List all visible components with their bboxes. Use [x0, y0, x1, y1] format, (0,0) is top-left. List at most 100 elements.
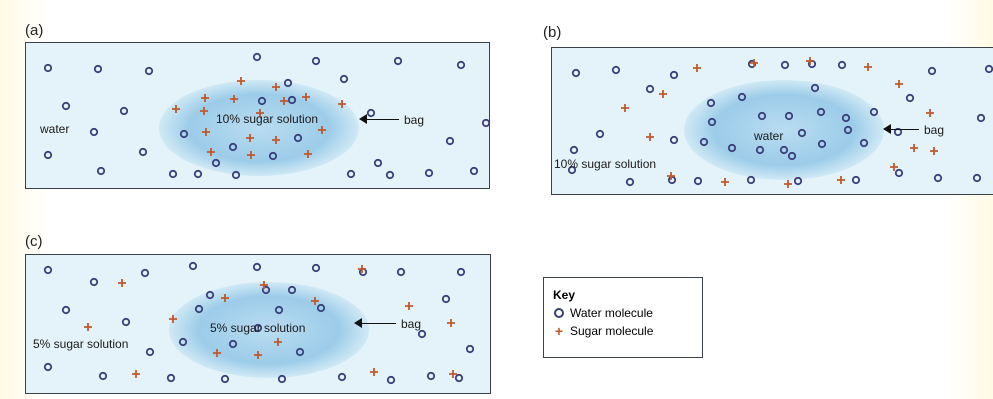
water-molecule — [816, 107, 826, 117]
sugar-molecule — [806, 57, 814, 65]
water-molecule — [277, 374, 287, 384]
water-molecule — [645, 84, 655, 94]
bag-solution-label: 10% sugar solution — [216, 112, 319, 126]
water-molecule — [316, 303, 326, 313]
sugar-molecule — [930, 147, 938, 155]
key-item-label: Sugar molecule — [570, 324, 654, 338]
water-molecule — [257, 96, 267, 106]
water-molecule — [569, 145, 579, 155]
sugar-molecule — [274, 338, 282, 346]
sugar-molecule — [449, 370, 457, 378]
water-molecule — [43, 150, 53, 160]
water-molecule — [166, 373, 176, 383]
key-title: Key — [553, 288, 576, 302]
water-molecule — [287, 285, 297, 295]
water-molecule — [386, 375, 396, 385]
key-legend: Key Water molecule + Sugar molecule — [543, 277, 703, 358]
water-molecule — [311, 263, 321, 273]
water-molecule — [755, 145, 765, 155]
sugar-molecule — [646, 133, 654, 141]
sugar-molecule — [890, 163, 898, 171]
water-molecule — [893, 127, 903, 137]
water-molecule — [205, 290, 215, 300]
sugar-molecule — [254, 351, 262, 359]
water-molecule — [456, 267, 466, 277]
water-molecule — [810, 83, 820, 93]
water-molecule — [261, 285, 271, 295]
water-molecule — [859, 138, 869, 148]
water-molecule — [426, 371, 436, 381]
water-molecule — [283, 78, 293, 88]
water-molecule — [293, 133, 303, 143]
panel-b-label: (b) — [543, 24, 562, 41]
sugar-molecule — [246, 134, 254, 142]
sugar-molecule — [667, 172, 675, 180]
sugar-molecule — [84, 323, 92, 331]
water-molecule — [274, 305, 284, 315]
water-molecule — [707, 117, 717, 127]
water-molecule — [119, 106, 129, 116]
water-molecule — [268, 151, 278, 161]
water-molecule — [393, 56, 403, 66]
water-molecule — [61, 305, 71, 315]
sugar-molecule — [864, 63, 872, 71]
bag-pointer-label: bag — [924, 123, 945, 137]
panel-a: 10% sugar solution water bag — [25, 42, 490, 189]
sugar-molecule — [213, 349, 221, 357]
bag-solution-label: water — [754, 129, 784, 143]
sugar-molecule — [202, 128, 210, 136]
water-molecule — [693, 176, 703, 186]
sugar-molecule — [721, 178, 729, 186]
sugar-molecule — [621, 104, 629, 112]
water-molecule — [746, 175, 756, 185]
water-molecule — [737, 92, 747, 102]
sugar-molecule — [304, 150, 312, 158]
panel-c: 5% sugar solution 5% sugar solution bag — [25, 254, 491, 394]
sugar-molecule — [172, 105, 180, 113]
sugar-molecule-icon: + — [554, 323, 564, 339]
water-molecule — [817, 139, 827, 149]
bag-solution-label: 5% sugar solution — [210, 321, 306, 335]
sugar-molecule — [784, 180, 792, 188]
panel-b-drawing — [567, 57, 993, 188]
sugar-molecule — [118, 279, 126, 287]
sugar-molecule — [405, 302, 413, 310]
sugar-molecule — [318, 126, 326, 134]
water-molecule — [228, 142, 238, 152]
water-molecule — [228, 339, 238, 349]
water-molecule — [385, 170, 395, 180]
water-molecule — [96, 166, 106, 176]
water-molecule — [747, 59, 757, 69]
sugar-molecule — [200, 107, 208, 115]
sugar-molecule — [750, 59, 758, 67]
sugar-molecule — [260, 281, 268, 289]
bag-pointer-label: bag — [404, 113, 425, 127]
water-molecule — [793, 176, 803, 186]
water-molecule — [456, 60, 466, 70]
water-molecule — [366, 108, 376, 118]
water-molecule — [287, 95, 297, 105]
water-molecule — [43, 362, 53, 372]
water-molecule — [339, 74, 349, 84]
sugar-molecule — [207, 148, 215, 156]
bag-arrow — [883, 124, 919, 134]
water-molecule — [699, 137, 709, 147]
water-molecule — [346, 169, 356, 179]
sugar-molecule — [370, 368, 378, 376]
water-molecule — [869, 107, 879, 117]
key-item-label: Water molecule — [570, 306, 653, 320]
panel-c-label: (c) — [25, 233, 43, 250]
water-molecule — [138, 147, 148, 157]
water-molecule — [984, 64, 993, 74]
panel-a-drawing — [43, 52, 489, 180]
water-molecule — [89, 277, 99, 287]
panel-c-drawing — [43, 261, 475, 385]
water-molecule — [837, 60, 847, 70]
water-molecule — [396, 267, 406, 277]
water-molecule — [454, 373, 464, 383]
water-molecule — [706, 98, 716, 108]
water-molecule-icon — [554, 308, 564, 318]
outside-solution-label: water — [40, 122, 70, 136]
sugar-molecule — [221, 294, 229, 302]
water-molecule — [727, 143, 737, 153]
